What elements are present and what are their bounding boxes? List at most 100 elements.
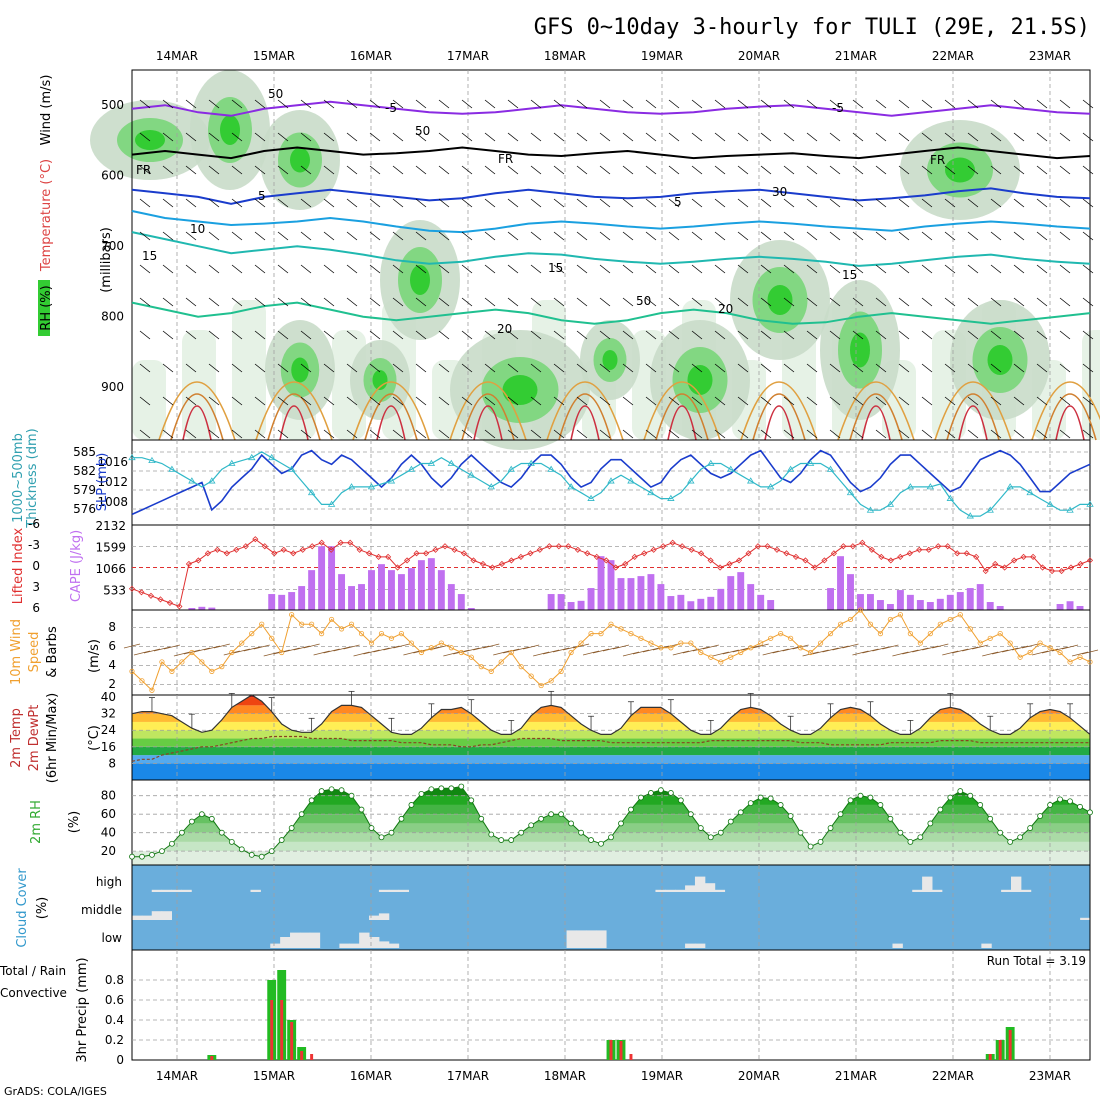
wind-barb xyxy=(346,264,358,274)
precip-tick: 0.4 xyxy=(105,1013,124,1027)
rh-marker xyxy=(1017,834,1024,841)
cape-bar xyxy=(198,606,206,610)
wind-barb xyxy=(737,165,749,175)
cape-bar xyxy=(188,608,196,610)
wind-barb xyxy=(760,429,772,439)
wind-barb xyxy=(829,165,841,175)
wind-barb xyxy=(231,396,243,406)
cloud-high-bar xyxy=(250,889,261,892)
wind-barb xyxy=(1059,198,1071,208)
lifted-marker xyxy=(811,564,818,571)
wind-barb-10m xyxy=(832,645,849,651)
wind-barb xyxy=(875,198,887,208)
isotherm-label: -5 xyxy=(832,101,844,115)
wind-barb xyxy=(300,264,312,274)
isotherm-line xyxy=(131,100,1091,117)
thickness-marker xyxy=(327,500,336,507)
wind-speed-marker xyxy=(1077,654,1083,660)
rh-marker xyxy=(418,790,425,797)
wind-barb xyxy=(645,297,657,307)
wind-barb xyxy=(369,264,381,274)
wind-barb xyxy=(852,165,864,175)
wind-barb xyxy=(392,99,404,109)
wind-tick: 2 xyxy=(108,677,116,691)
cloud-high-bar xyxy=(675,889,686,892)
wind-barb xyxy=(852,99,864,109)
thickness-marker xyxy=(946,494,954,501)
cape-bar xyxy=(966,588,974,610)
rh-marker xyxy=(657,787,664,794)
wind-barb-10m xyxy=(1032,650,1049,656)
lifted-marker xyxy=(214,546,221,553)
wind-barb xyxy=(599,297,611,307)
wind-barb-10m xyxy=(283,647,300,653)
wind-barb xyxy=(369,330,381,340)
wind-barb xyxy=(714,396,726,406)
wind-barb xyxy=(185,198,197,208)
wind-barb xyxy=(806,99,818,109)
rh-marker xyxy=(558,811,565,818)
wind-barb xyxy=(415,165,427,175)
precip-convective-bar xyxy=(280,1000,284,1060)
rh-shade-peak xyxy=(290,147,310,173)
wind-barb xyxy=(415,429,427,439)
lifted-marker xyxy=(565,543,572,550)
wind-barb xyxy=(392,396,404,406)
cloud-low-bar xyxy=(309,932,321,948)
wind-barb xyxy=(599,198,611,208)
wind-speed-marker xyxy=(1027,649,1033,656)
wind-barb xyxy=(967,297,979,307)
rh-marker xyxy=(598,840,604,847)
wind-barb xyxy=(645,165,657,175)
wind-barb xyxy=(553,132,565,142)
top-day-label: 21MAR xyxy=(835,49,877,63)
rh-marker xyxy=(1077,803,1083,810)
wind-speed-marker xyxy=(568,649,574,656)
lifted-marker xyxy=(185,560,192,568)
cloud-low-bar xyxy=(299,932,311,948)
wind-barb xyxy=(806,132,818,142)
top-day-label: 15MAR xyxy=(253,49,295,63)
wind-barb xyxy=(829,429,841,439)
lifted-marker xyxy=(1067,564,1075,571)
rh-marker xyxy=(538,815,545,822)
wind-barb-10m xyxy=(562,645,580,651)
wind-barb xyxy=(921,132,933,142)
wind-barb xyxy=(668,198,680,208)
lifted-marker xyxy=(603,557,610,564)
wind-barb xyxy=(346,99,358,109)
rh-marker xyxy=(897,829,904,836)
lifted-marker xyxy=(764,543,771,550)
rh-marker xyxy=(1067,798,1073,805)
wind-barb-10m xyxy=(123,643,141,649)
wind-barb xyxy=(139,165,151,175)
wind-barb xyxy=(185,297,197,307)
wind-barb xyxy=(277,429,289,439)
lifted-marker xyxy=(792,553,800,560)
lifted-marker xyxy=(451,546,458,553)
wind-barb xyxy=(438,198,450,208)
cloud-low-bar xyxy=(290,932,301,948)
isotherm-label: -5 xyxy=(385,101,397,115)
cloud-high-bar xyxy=(665,889,676,892)
wind-barb xyxy=(461,396,473,406)
wind-barb xyxy=(599,132,611,142)
wind-barb xyxy=(599,396,611,406)
wind-barb xyxy=(576,132,588,142)
cape-bar xyxy=(407,568,415,610)
rh-marker xyxy=(957,788,964,794)
warm-contour xyxy=(837,381,915,441)
rh-marker xyxy=(488,831,495,838)
wind-barb xyxy=(231,99,243,109)
wind-barb xyxy=(783,198,795,208)
cloud-low-bar xyxy=(566,930,577,948)
thickness-tick: 585 xyxy=(73,445,96,459)
bottom-day-label: 17MAR xyxy=(447,1069,489,1083)
wind-barb-10m xyxy=(602,646,620,652)
rh-marker xyxy=(139,853,145,860)
thickness-marker xyxy=(627,477,635,484)
precip-convective-bar xyxy=(609,1040,613,1060)
wind-barb xyxy=(714,165,726,175)
wind-barb xyxy=(484,330,496,340)
wind-speed-marker xyxy=(817,640,824,646)
